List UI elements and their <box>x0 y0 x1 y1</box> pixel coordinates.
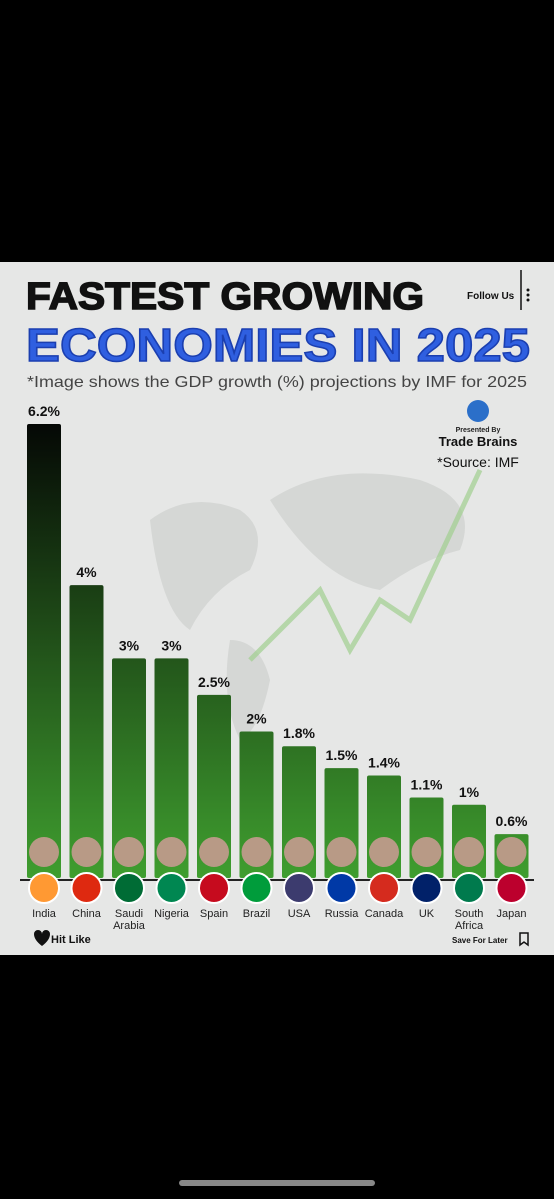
portrait <box>199 837 229 867</box>
flag <box>453 872 485 904</box>
x-tick-label: Saudi Arabia <box>113 908 145 932</box>
source: *Source: IMF <box>437 454 519 470</box>
value-label: 1.8% <box>283 725 315 741</box>
value-label: 2.5% <box>198 674 230 690</box>
bar <box>197 694 231 878</box>
bar <box>27 424 61 878</box>
flag <box>325 872 358 904</box>
flag <box>495 872 528 904</box>
portrait <box>326 837 357 867</box>
flag <box>240 872 273 904</box>
x-tick-label: India <box>32 908 56 920</box>
flag <box>70 872 103 904</box>
more-icon <box>526 288 530 302</box>
flag <box>113 872 145 904</box>
flag <box>368 872 400 904</box>
x-tick-label: USA <box>287 908 311 920</box>
brand-name: Trade Brains <box>439 434 518 449</box>
trend-decoration <box>248 468 483 662</box>
x-tick-label: South Africa <box>454 908 484 932</box>
value-label: 1.4% <box>368 754 400 770</box>
flag <box>198 872 230 904</box>
flag <box>410 872 443 904</box>
value-label: 2% <box>246 711 267 727</box>
x-tick-label: Canada <box>364 908 404 920</box>
value-label: 3% <box>161 637 182 653</box>
bar <box>154 658 189 878</box>
chart-title: FASTEST GROWING <box>26 276 424 318</box>
portrait <box>284 837 314 867</box>
bar <box>112 658 146 878</box>
follow-us[interactable]: Follow Us <box>467 291 515 302</box>
chart-subtitle: ECONOMIES IN 2025 <box>26 319 530 371</box>
x-tick-label: Russia <box>324 908 359 920</box>
presented-by: Presented By <box>456 427 501 434</box>
x-tick-label: Spain <box>199 908 229 920</box>
bookmark-icon[interactable] <box>519 932 529 947</box>
portrait <box>369 837 399 867</box>
value-label: 4% <box>76 564 97 580</box>
brand-logo <box>467 400 489 422</box>
value-label: 0.6% <box>496 813 528 829</box>
x-tick-label: UK <box>418 908 435 920</box>
x-tick-label: China <box>72 908 101 920</box>
portrait <box>29 837 59 867</box>
map-decoration <box>150 473 465 740</box>
portrait <box>71 837 102 867</box>
portrait <box>156 837 187 867</box>
value-label: 1.5% <box>326 747 358 763</box>
x-tick-label: Nigeria <box>154 908 189 920</box>
bar <box>69 585 104 878</box>
value-label: 3% <box>119 637 140 653</box>
portrait <box>496 837 527 867</box>
save-for-later[interactable]: Save For Later <box>452 936 508 945</box>
home-indicator <box>179 1180 375 1186</box>
heart-icon[interactable] <box>34 930 50 946</box>
flag <box>28 872 60 904</box>
portrait <box>454 837 484 867</box>
value-label: 1.1% <box>411 776 443 792</box>
portrait <box>411 837 442 867</box>
hit-like[interactable]: Hit Like <box>51 934 91 946</box>
value-label: 6.2% <box>28 403 60 419</box>
flag <box>283 872 315 904</box>
value-label: 1% <box>459 784 480 800</box>
x-tick-label: Japan <box>496 908 527 920</box>
portrait <box>241 837 272 867</box>
portrait <box>114 837 144 867</box>
chart-note: *Image shows the GDP growth (%) projecti… <box>27 374 527 391</box>
x-tick-label: Brazil <box>242 908 271 920</box>
flag <box>155 872 188 904</box>
